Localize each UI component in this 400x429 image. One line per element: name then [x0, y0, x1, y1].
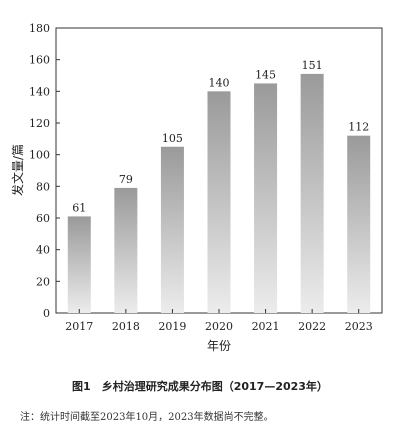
x-tick-label-2022: 2022	[298, 320, 326, 333]
data-label-2017: 61	[72, 201, 86, 214]
x-axis-title: 年份	[207, 339, 231, 353]
y-tick-label: 40	[36, 244, 50, 257]
bar-2018	[114, 187, 138, 313]
y-tick-label: 60	[36, 212, 50, 225]
bars: 61 79 105 140 145 151 112	[67, 59, 371, 314]
y-tick-label: 100	[29, 149, 50, 162]
y-tick-label: 20	[36, 275, 50, 288]
y-tick-label: 140	[29, 85, 50, 98]
bar-2023	[347, 135, 371, 313]
y-axis: 0 20 40 60 80 100 120 140 160 180	[29, 22, 60, 320]
bar-2020	[207, 91, 231, 313]
bar-chart: 0 20 40 60 80 100 120 140 160 180 61 79 105 140 145 15…	[10, 22, 383, 353]
data-label-2021: 145	[255, 68, 276, 81]
x-tick-label-2021: 2021	[252, 320, 280, 333]
bar-2017	[67, 216, 91, 313]
x-tick-label-2017: 2017	[65, 320, 93, 333]
x-tick-label-2019: 2019	[158, 320, 186, 333]
x-axis: 2017 2018 2019 2020 2021 2022 2023	[65, 309, 373, 333]
x-tick-label-2018: 2018	[112, 320, 140, 333]
y-tick-label: 160	[29, 54, 50, 67]
x-tick-label-2020: 2020	[205, 320, 233, 333]
data-label-2019: 105	[162, 132, 183, 145]
y-tick-label: 120	[29, 117, 50, 130]
y-tick-label: 0	[43, 307, 50, 320]
bar-2021	[254, 83, 278, 314]
data-label-2022: 151	[302, 59, 323, 72]
y-axis-title: 发文量/篇	[10, 144, 25, 196]
data-label-2023: 112	[348, 121, 369, 134]
x-tick-label-2023: 2023	[345, 320, 373, 333]
data-label-2018: 79	[119, 173, 133, 186]
figure-caption: 图1 乡村治理研究成果分布图（2017—2023年）	[72, 380, 328, 393]
figure-note: 注：统计时间截至2023年10月，2023年数据尚不完整。	[20, 412, 274, 423]
y-tick-label: 180	[29, 22, 50, 35]
bar-2022	[300, 73, 324, 314]
y-tick-label: 80	[36, 180, 50, 193]
bar-2019	[160, 146, 184, 313]
data-label-2020: 140	[209, 76, 230, 89]
